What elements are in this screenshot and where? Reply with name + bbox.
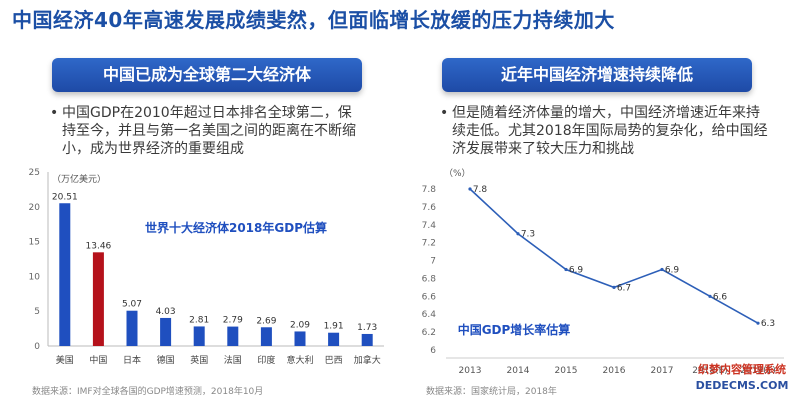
left-bullet-text: 中国GDP在2010年超过日本排名全球第二，保持至今，并且与第一名美国之间的距离… (62, 105, 356, 157)
bar-value-label: 1.73 (357, 323, 377, 333)
right-panel-bullet: • 但是随着经济体量的增大，中国经济增速近年来持续走低。尤其2018年国际局势的… (440, 104, 772, 158)
bar-category-label: 英国 (190, 354, 208, 366)
line-point (756, 321, 760, 325)
right-panel-banner: 近年中国经济增速持续降低 (442, 58, 752, 92)
line-ylabel: （%） (444, 168, 471, 179)
bar-category-label: 中国 (89, 354, 107, 366)
line-point (708, 294, 712, 298)
line-ytick-label: 7.8 (422, 185, 437, 195)
bar-category-label: 日本 (123, 354, 141, 366)
bar-value-label: 4.03 (156, 307, 176, 317)
bar-category-label: 印度 (257, 354, 275, 366)
bar-ytick-label: 0 (34, 342, 40, 352)
bar-mark (260, 327, 272, 346)
bar-ytick-label: 10 (29, 272, 41, 282)
line-point (564, 267, 568, 272)
bar-ytick-label: 25 (29, 168, 40, 178)
left-panel-bullet: • 中国GDP在2010年超过日本排名全球第二，保持至今，并且与第一名美国之间的… (50, 104, 362, 158)
bar-ylabel: （万亿美元） (52, 173, 106, 185)
line-x-tick-label: 2014 (507, 366, 530, 376)
bar-mark (160, 317, 172, 346)
line-ytick-label: 7.6 (422, 203, 437, 213)
line-chart-title: 中国GDP增长率估算 (458, 322, 571, 337)
watermark-logo: 织梦内容管理系统 DEDECMS.COM (688, 362, 796, 398)
bar-category-label: 加拿大 (354, 354, 381, 366)
watermark-line1: 织梦内容管理系统 (698, 363, 786, 376)
right-data-source: 数据来源：国家统计局，2018年 (426, 387, 557, 397)
line-ytick-label: 6.8 (422, 274, 437, 284)
bar-value-label: 20.51 (52, 192, 78, 202)
line-point (612, 285, 616, 289)
line-x-tick-label: 2016 (603, 366, 626, 376)
line-point (516, 232, 520, 236)
bar-mark (361, 333, 373, 346)
line-value-label: 6.9 (569, 266, 584, 276)
bar-value-label: 1.91 (324, 322, 344, 332)
bar-ytick-label: 15 (29, 238, 40, 248)
line-ytick-label: 6 (430, 346, 436, 356)
line-value-label: 7.8 (473, 185, 488, 195)
bullet-dot-icon: • (50, 105, 59, 121)
line-value-label: 6.9 (665, 266, 680, 276)
bar-mark (294, 331, 306, 346)
bar-mark (328, 332, 340, 346)
bar-value-label: 2.81 (189, 315, 209, 325)
bar-mark (227, 326, 239, 346)
left-panel-banner: 中国已成为全球第二大经济体 (52, 58, 362, 92)
right-bullet-text: 但是随着经济体量的增大，中国经济增速近年来持续走低。尤其2018年国际局势的复杂… (452, 105, 768, 157)
bar-category-label: 巴西 (325, 355, 343, 366)
bar-category-label: 意大利 (286, 354, 313, 366)
line-value-label: 6.6 (713, 292, 728, 302)
line-point (660, 267, 664, 272)
bar-value-label: 13.46 (86, 241, 112, 251)
bar-mark (92, 252, 104, 346)
line-point (468, 187, 472, 191)
bar-category-label: 德国 (157, 354, 175, 366)
line-ytick-label: 6.6 (422, 292, 437, 302)
watermark-line2: DEDECMS.COM (695, 379, 789, 392)
bar-value-label: 2.69 (256, 316, 276, 326)
bar-category-label: 法国 (224, 354, 242, 366)
bar-mark (126, 310, 138, 346)
line-ytick-label: 6.2 (422, 328, 436, 338)
line-x-tick-label: 2017 (651, 366, 674, 376)
bullet-dot-icon: • (440, 105, 449, 121)
line-ytick-label: 7 (430, 257, 436, 267)
line-series (469, 188, 759, 324)
line-value-label: 6.3 (761, 319, 775, 329)
page-headline: 中国经济40年高速发展成绩斐然，但面临增长放缓的压力持续加大 (12, 8, 615, 32)
line-ytick-label: 7.4 (422, 221, 437, 231)
line-x-tick-label: 2019(E) (740, 366, 776, 376)
bar-value-label: 5.07 (122, 300, 142, 310)
line-ytick-label: 6.4 (422, 310, 437, 320)
line-x-tick-label: 2018(E) (692, 366, 728, 376)
line-x-tick-label: 2015 (555, 366, 578, 376)
bar-ytick-label: 20 (29, 203, 41, 213)
left-data-source: 数据来源：IMF对全球各国的GDP增速预测，2018年10月 (32, 387, 264, 397)
bar-ytick-label: 5 (34, 307, 40, 317)
line-value-label: 6.7 (617, 283, 631, 293)
line-value-label: 7.3 (521, 230, 535, 240)
bar-mark (59, 203, 71, 346)
bar-category-label: 美国 (56, 354, 74, 366)
bar-mark (193, 326, 205, 346)
bar-value-label: 2.09 (290, 320, 310, 330)
line-x-tick-label: 2013 (459, 366, 482, 376)
bar-value-label: 2.79 (223, 316, 243, 326)
bar-chart-title: 世界十大经济体2018年GDP估算 (145, 220, 327, 235)
line-ytick-label: 7.2 (422, 239, 436, 249)
